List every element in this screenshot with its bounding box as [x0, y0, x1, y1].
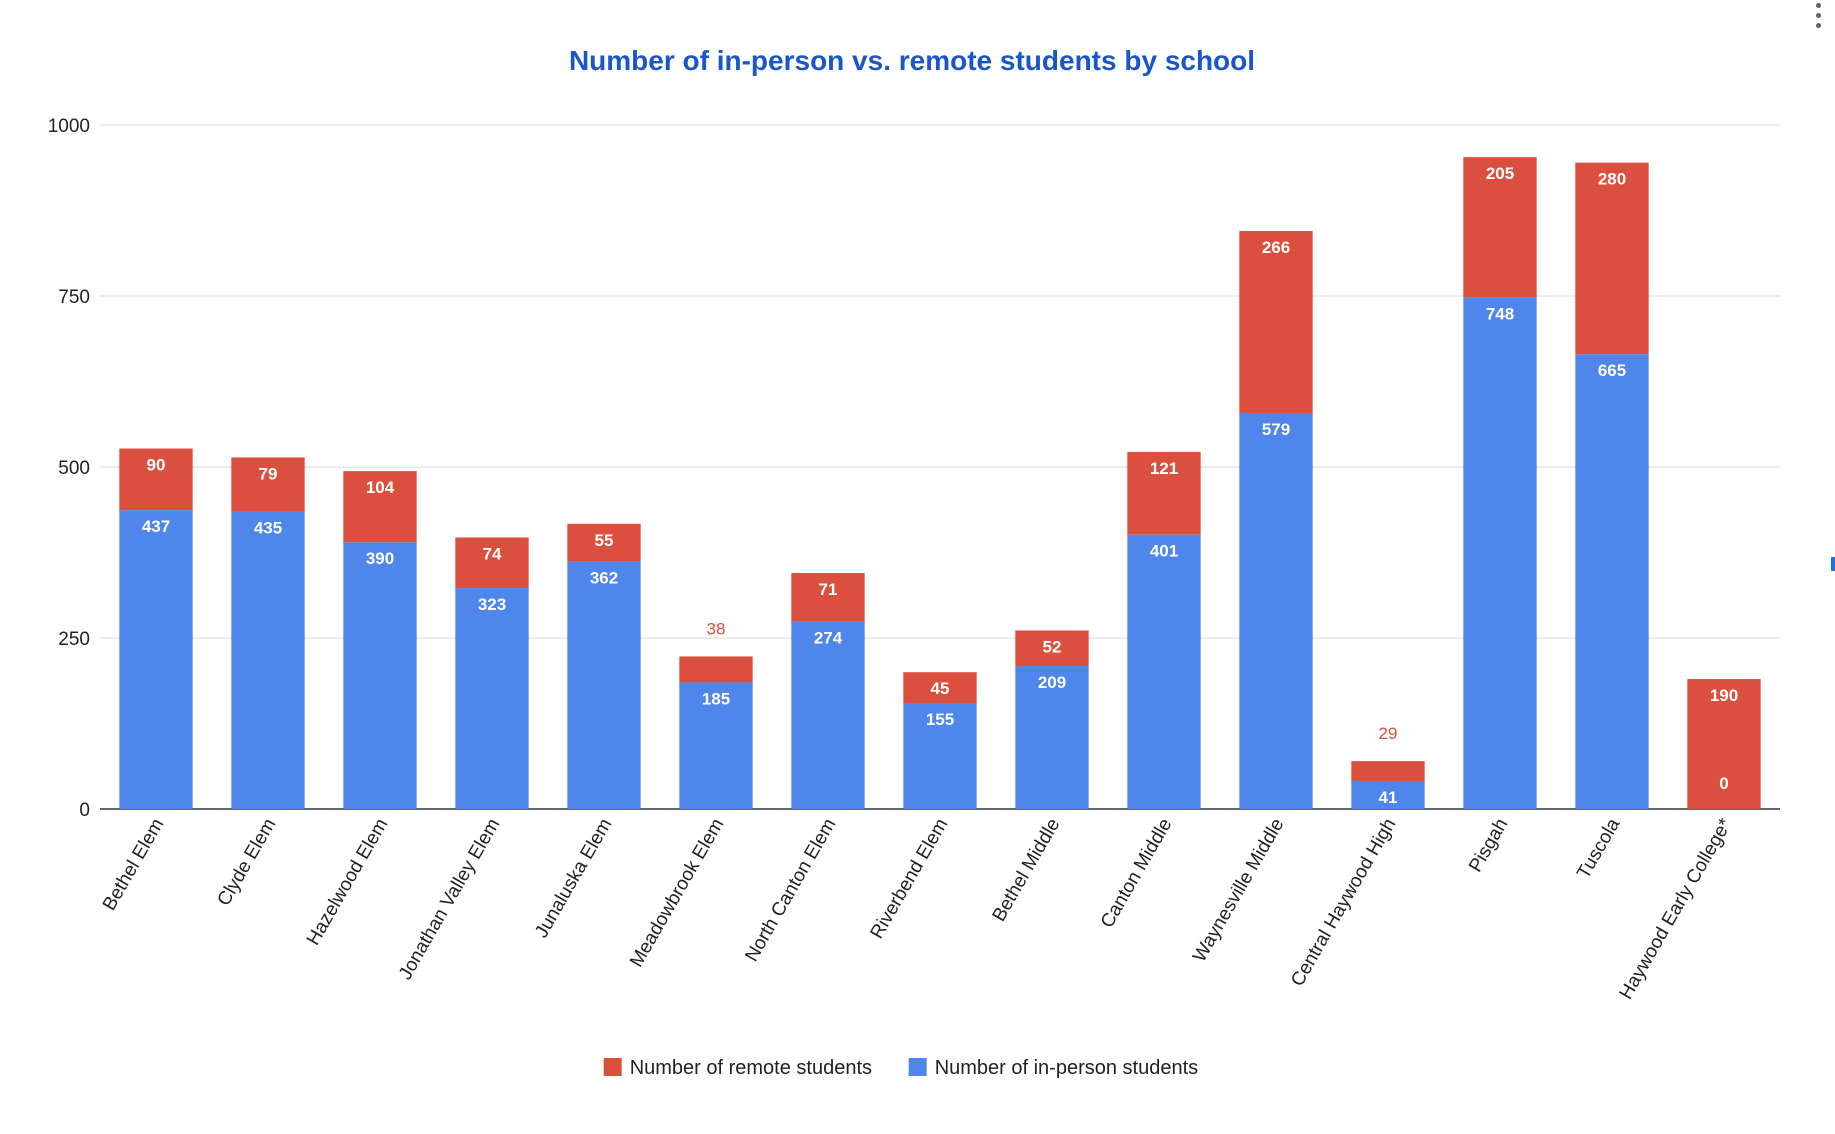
bar-in-person [1239, 412, 1313, 809]
x-tick-label: Jonathan Valley Elem [395, 815, 504, 983]
bar-remote [1687, 679, 1761, 809]
data-label-in-person: 0 [1719, 774, 1728, 793]
x-tick-label: Riverbend Elem [867, 815, 953, 943]
data-label-in-person: 390 [366, 549, 394, 568]
bar-remote [1463, 157, 1537, 298]
bar-remote [791, 573, 865, 622]
data-label-remote: 55 [595, 531, 614, 550]
x-axis-ticks: Bethel Elem Clyde Elem Hazelwood Elem Jonat… [99, 814, 1737, 1002]
data-label-remote: 29 [1379, 724, 1398, 743]
x-tick-label: Central Haywood High [1287, 815, 1400, 990]
y-axis-ticks: 0 250 500 750 1000 [48, 116, 90, 821]
x-tick-label: North Canton Elem [741, 815, 840, 965]
bar-in-person [1127, 534, 1201, 809]
bar-remote [679, 656, 753, 683]
x-tick-label: Meadowbrook Elem [626, 815, 728, 971]
data-label-remote: 38 [707, 619, 726, 638]
data-label-remote: 74 [483, 544, 502, 563]
legend-swatch [908, 1058, 927, 1076]
data-label-in-person: 748 [1486, 304, 1514, 323]
x-tick-label: Junaluska Elem [531, 815, 616, 942]
bar-in-person [1351, 780, 1425, 809]
data-label-in-person: 435 [254, 518, 282, 537]
x-tick-label: Pisgah [1465, 815, 1512, 876]
x-tick-label: Haywood Early College* [1616, 814, 1737, 1002]
data-label-in-person: 185 [702, 689, 730, 708]
bar-remote [903, 672, 977, 703]
data-label-in-person: 323 [478, 595, 506, 614]
bar-in-person [567, 561, 641, 809]
legend-label: Number of in-person students [935, 1057, 1198, 1079]
legend-item-remote[interactable]: Number of remote students [603, 1057, 872, 1079]
legend-label: Number of remote students [630, 1057, 872, 1079]
y-tick-label: 0 [79, 800, 90, 821]
more-vert-icon[interactable] [1813, 0, 1823, 30]
y-tick-label: 500 [58, 458, 90, 479]
bar-remote [231, 457, 305, 512]
bar-in-person [1463, 297, 1537, 809]
data-label-in-person: 155 [926, 710, 954, 729]
x-tick-label: Canton Middle [1097, 815, 1176, 932]
data-label-remote: 205 [1486, 164, 1514, 183]
scroll-edge-indicator [1831, 557, 1835, 571]
bar-remote [1351, 761, 1425, 781]
chart-title: Number of in-person vs. remote students … [569, 45, 1255, 76]
y-tick-label: 250 [58, 629, 90, 650]
data-label-remote: 52 [1043, 637, 1062, 656]
y-tick-label: 1000 [48, 116, 90, 137]
data-label-remote: 45 [931, 679, 950, 698]
data-label-in-person: 41 [1379, 788, 1398, 807]
x-tick-label: Bethel Middle [989, 815, 1065, 925]
bar-in-person [1015, 666, 1089, 809]
data-label-in-person: 437 [142, 517, 170, 536]
x-tick-label: Hazelwood Elem [303, 815, 392, 949]
x-tick-label: Waynesville Middle [1189, 815, 1288, 966]
bar-remote [1127, 451, 1201, 535]
data-label-remote: 121 [1150, 459, 1178, 478]
legend: Number of remote students Number of in-pe… [603, 1057, 1198, 1079]
bar-in-person [791, 621, 865, 809]
bar-remote [1575, 162, 1649, 355]
data-label-remote: 280 [1598, 170, 1626, 189]
bar-remote [1015, 630, 1089, 667]
data-label-in-person: 362 [590, 568, 618, 587]
data-label-in-person: 401 [1150, 542, 1178, 561]
data-label-remote: 266 [1262, 238, 1290, 257]
bar-remote [1239, 231, 1313, 413]
bar-in-person [1575, 354, 1649, 809]
bar-in-person [119, 510, 193, 809]
bar-in-person [343, 542, 417, 809]
data-label-remote: 90 [147, 456, 166, 475]
data-label-remote: 190 [1710, 686, 1738, 705]
data-label-remote: 79 [259, 464, 278, 483]
bar-in-person [455, 588, 529, 809]
data-label-in-person: 274 [814, 629, 843, 648]
bar-in-person [231, 511, 305, 809]
data-label-in-person: 579 [1262, 420, 1290, 439]
bars [119, 157, 1761, 809]
x-tick-label: Bethel Elem [99, 815, 168, 914]
data-labels: 90 437 79 435 104 390 74 323 55 362 38 185 71 274 45 15… [142, 164, 1738, 807]
data-label-in-person: 209 [1038, 673, 1066, 692]
bar-remote [119, 448, 193, 511]
x-tick-label: Clyde Elem [214, 815, 281, 910]
bar-remote [455, 537, 529, 589]
legend-swatch [603, 1058, 622, 1076]
legend-item-in-person[interactable]: Number of in-person students [908, 1057, 1198, 1079]
data-label-in-person: 665 [1598, 361, 1626, 380]
y-tick-label: 750 [58, 287, 90, 308]
x-tick-label: Tuscola [1573, 815, 1624, 883]
bar-remote [567, 523, 641, 562]
data-label-remote: 104 [366, 478, 395, 497]
bar-in-person [903, 702, 977, 809]
bar-remote [343, 471, 417, 543]
bar-in-person [679, 682, 753, 809]
data-label-remote: 71 [819, 580, 838, 599]
